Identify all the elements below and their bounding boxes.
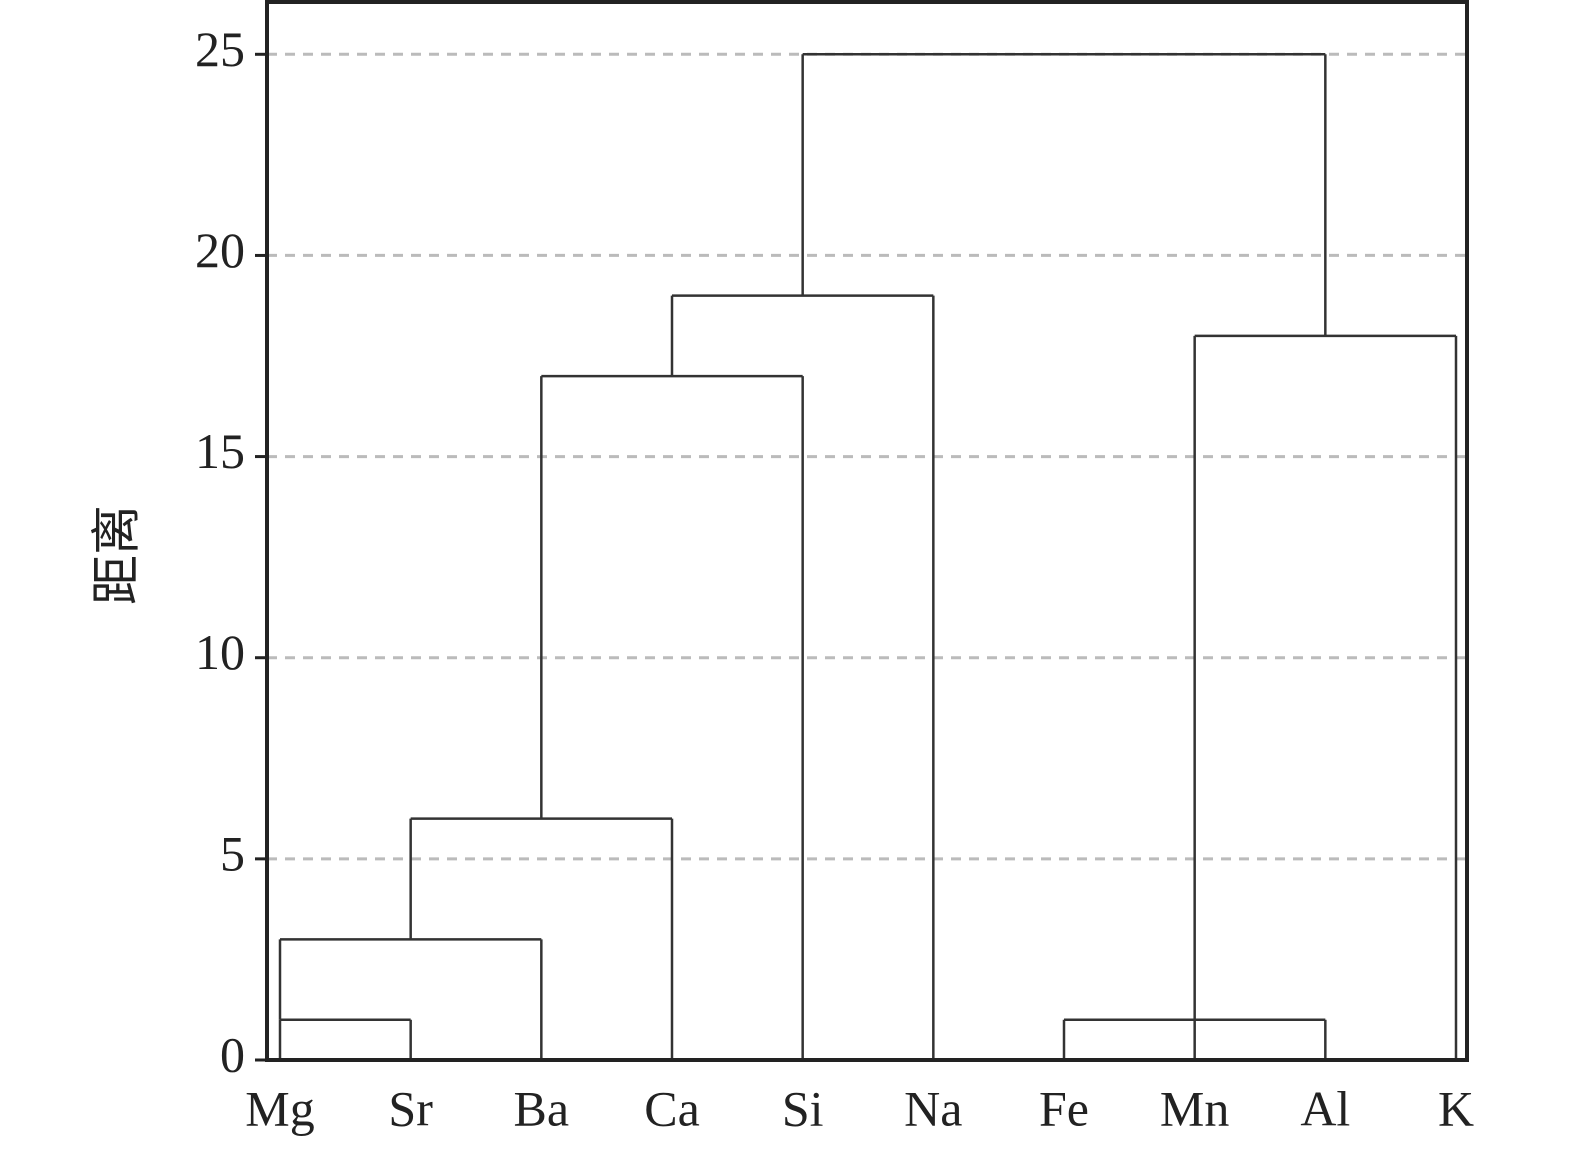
x-tick-label: Ca [644, 1080, 700, 1136]
y-tick-label: 0 [220, 1026, 245, 1082]
y-tick-label: 15 [195, 423, 245, 479]
x-tick-label: Si [782, 1080, 824, 1136]
x-tick-label: Sr [388, 1080, 433, 1136]
x-tick-label: Ba [514, 1080, 570, 1136]
y-tick-label: 10 [195, 624, 245, 680]
x-tick-label: Na [904, 1080, 962, 1136]
y-tick-label: 5 [220, 825, 245, 881]
y-tick-label: 20 [195, 222, 245, 278]
x-tick-label: Mn [1160, 1080, 1229, 1136]
x-tick-label: Fe [1039, 1080, 1089, 1136]
x-tick-label: K [1438, 1080, 1474, 1136]
y-axis-label: 距离 [88, 505, 144, 605]
y-tick-label: 25 [195, 21, 245, 77]
x-tick-label: Al [1300, 1080, 1350, 1136]
plot-frame [265, 0, 1469, 1062]
x-tick-label: Mg [245, 1080, 314, 1136]
